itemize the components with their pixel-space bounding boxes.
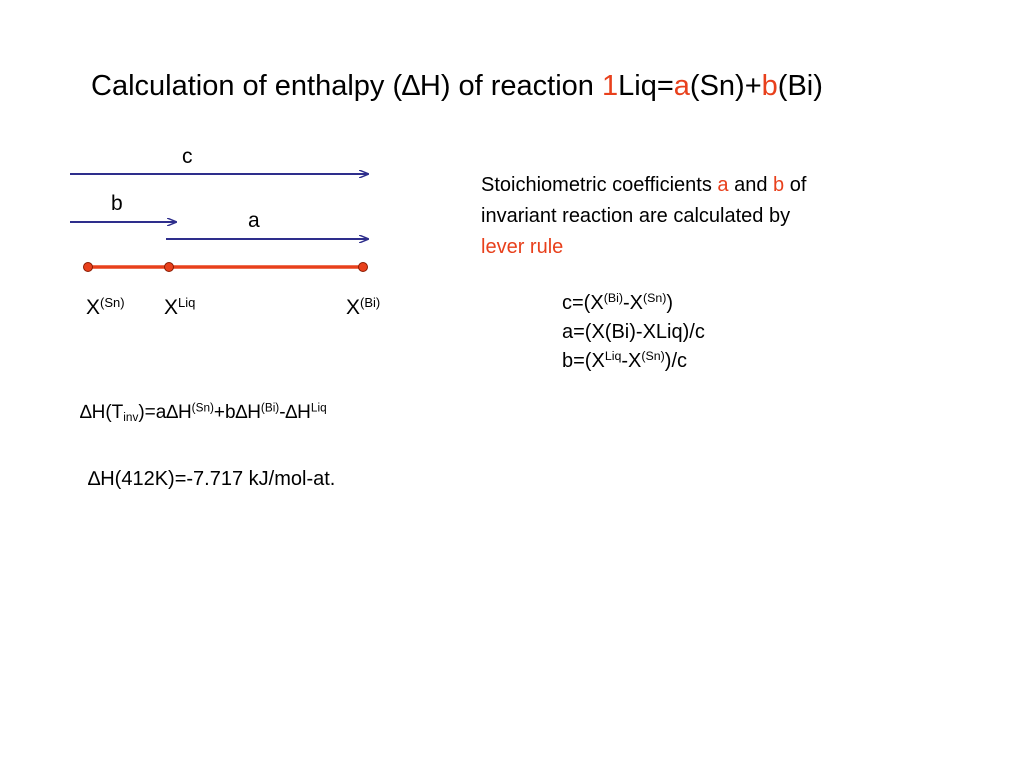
sup: Liq <box>178 294 196 310</box>
point <box>83 262 93 272</box>
base: X <box>164 296 179 319</box>
sup: (Sn) <box>641 349 665 364</box>
formula: a=(X(Bi)-XLiq)/c <box>562 321 705 343</box>
point <box>164 262 174 272</box>
point <box>358 262 368 272</box>
sub: inv <box>123 410 139 424</box>
formula: c=(X(Bi)-X(Sn)) <box>562 289 705 318</box>
text: Stoichiometric coefficients <box>481 174 718 196</box>
title-part: b <box>761 70 778 102</box>
title-part: (Sn)+ <box>689 70 762 102</box>
lever-formulas: c=(X(Bi)-X(Sn)) a=(X(Bi)-XLiq)/c b=(XLiq-X… <box>562 289 705 376</box>
point-label: X(Sn) <box>86 296 125 320</box>
title-part: Calculation of enthalpy (∆H) of reaction <box>91 70 602 102</box>
text: ∆H(T <box>80 402 124 423</box>
sup: (Sn) <box>191 401 214 415</box>
sup: (Bi) <box>260 401 280 415</box>
title-part: (Bi) <box>777 70 823 102</box>
text: b <box>773 174 785 196</box>
sup: (Sn) <box>100 294 125 310</box>
title-part: Liq= <box>618 70 674 102</box>
point-label: X(Bi) <box>346 296 380 320</box>
text: -X <box>621 350 642 372</box>
text: )=a∆H <box>138 402 192 423</box>
arrow-label: b <box>111 192 123 215</box>
result: ∆H(412K)=-7.717 kJ/mol-at. <box>88 468 336 490</box>
sup: (Sn) <box>642 291 667 306</box>
text: +b∆H <box>213 402 261 423</box>
formula: b=(XLiq-X(Sn))/c <box>562 347 705 376</box>
arrow-label: a <box>248 209 260 232</box>
point-label: XLiq <box>164 296 195 320</box>
title-part: 1 <box>602 70 619 102</box>
title-part: a <box>673 70 690 102</box>
base: X <box>346 296 361 319</box>
enthalpy-formula: ∆H(Tinv)=a∆H(Sn)+b∆H(Bi)-∆HLiq <box>80 402 327 424</box>
text: c=(X <box>562 292 604 314</box>
sup: (Bi) <box>603 291 623 306</box>
arrow-label: c <box>182 145 193 168</box>
line: Stoichiometric coefficients a and b of <box>481 170 806 201</box>
line: invariant reaction are calculated by <box>481 205 791 227</box>
sup: Liq <box>310 401 327 415</box>
description: Stoichiometric coefficients a and b of in… <box>481 170 806 263</box>
base: X <box>86 296 101 319</box>
text: and <box>728 174 774 196</box>
text: )/c <box>664 350 687 372</box>
text: of <box>784 174 807 196</box>
text: -X <box>622 292 643 314</box>
sup: (Bi) <box>360 294 381 310</box>
text: b=(X <box>562 350 605 372</box>
sup: Liq <box>604 349 622 364</box>
text: -∆H <box>279 402 311 423</box>
text: a <box>717 174 729 196</box>
line: lever rule <box>481 236 564 258</box>
title: Calculation of enthalpy (∆H) of reaction… <box>91 70 823 103</box>
text: ) <box>666 292 674 314</box>
